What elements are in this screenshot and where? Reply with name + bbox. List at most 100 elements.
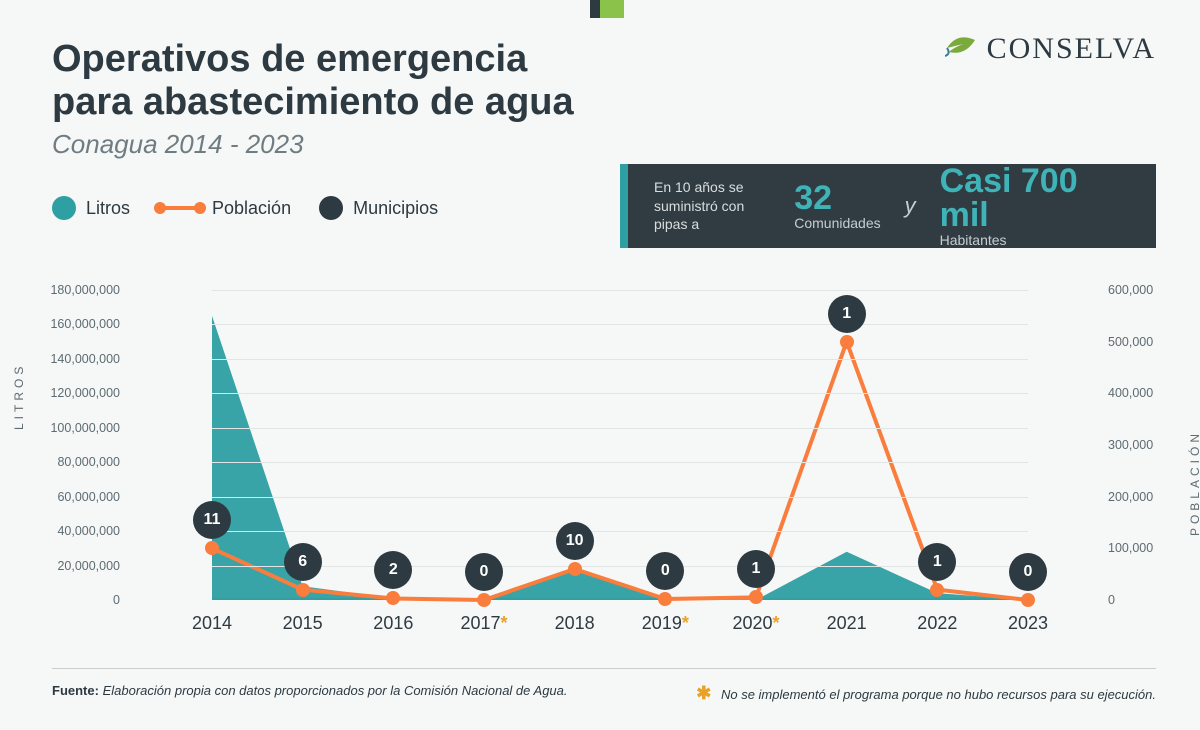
y-right-tick: 300,000 (1108, 438, 1153, 452)
asterisk-icon: * (773, 613, 780, 633)
x-label: 2018 (555, 613, 595, 634)
x-axis: 2014201520162017*20182019*2020*202120222… (212, 606, 1028, 640)
y-left-tick: 40,000,000 (57, 524, 120, 538)
y-right-tick: 400,000 (1108, 386, 1153, 400)
page-subtitle: Conagua 2014 - 2023 (52, 129, 612, 160)
asterisk-icon: ✱ (696, 683, 711, 703)
y-left-tick: 140,000,000 (50, 352, 120, 366)
poblacion-point (840, 335, 854, 349)
accent-green (600, 0, 624, 18)
chart-legend: Litros Población Municipios (52, 196, 438, 220)
poblacion-point (930, 583, 944, 597)
y-left-tick: 20,000,000 (57, 559, 120, 573)
grid-line (212, 428, 1028, 429)
info-lead: En 10 años se suministró con pipas a (654, 178, 770, 235)
info-label-habitants: Habitantes (940, 232, 1130, 248)
top-accent (590, 0, 624, 18)
y-right-tick: 100,000 (1108, 541, 1153, 555)
legend-label-poblacion: Población (212, 198, 291, 219)
leaf-icon (945, 33, 979, 65)
chart-container: 0 20,000,000 40,000,000 60,000,000 80,000,00… (52, 270, 1148, 640)
y-left-tick: 100,000,000 (50, 421, 120, 435)
swatch-municipios (319, 196, 343, 220)
poblacion-point (386, 591, 400, 605)
page-title: Operativos de emergencia para abastecimi… (52, 38, 612, 123)
municipios-badge: 0 (465, 553, 503, 591)
x-label: 2019* (642, 613, 689, 634)
footer-note: ✱ No se implementó el programa porque no… (696, 683, 1156, 704)
poblacion-point (568, 562, 582, 576)
footer: Fuente: Elaboración propia con datos pro… (52, 668, 1156, 704)
poblacion-point (296, 583, 310, 597)
brand-logo: CONSELVA (945, 32, 1156, 66)
grid-line (212, 566, 1028, 567)
y-right-tick: 500,000 (1108, 335, 1153, 349)
grid-line (212, 531, 1028, 532)
title-block: Operativos de emergencia para abastecimi… (52, 38, 612, 160)
grid-line (212, 290, 1028, 291)
legend-item-litros: Litros (52, 196, 130, 220)
y-left-tick: 60,000,000 (57, 490, 120, 504)
footer-note-text: No se implementó el programa porque no h… (721, 687, 1156, 702)
poblacion-point (749, 590, 763, 604)
poblacion-point (658, 592, 672, 606)
swatch-litros (52, 196, 76, 220)
municipios-badge: 0 (646, 552, 684, 590)
y-left-tick: 80,000,000 (57, 455, 120, 469)
info-stat-habitants: Casi 700 mil Habitantes (940, 164, 1130, 248)
info-value-habitants: Casi 700 mil (940, 164, 1130, 232)
x-label: 2017* (460, 613, 507, 634)
swatch-poblacion (158, 206, 202, 210)
poblacion-point (205, 541, 219, 555)
x-label: 2021 (827, 613, 867, 634)
asterisk-icon: * (682, 613, 689, 633)
municipios-badge: 1 (737, 550, 775, 588)
x-label: 2022 (917, 613, 957, 634)
y-axis-left-label: LITROS (12, 363, 26, 430)
grid-line (212, 462, 1028, 463)
y-right-tick: 0 (1108, 593, 1115, 607)
y-left-tick: 120,000,000 (50, 386, 120, 400)
x-label: 2023 (1008, 613, 1048, 634)
municipios-badge: 0 (1009, 553, 1047, 591)
grid-line (212, 324, 1028, 325)
municipios-badge: 10 (556, 522, 594, 560)
x-label: 2016 (373, 613, 413, 634)
source-label: Fuente: (52, 683, 99, 698)
poblacion-point (1021, 593, 1035, 607)
asterisk-icon: * (501, 613, 508, 633)
info-value-communities: 32 (794, 181, 880, 215)
info-label-communities: Comunidades (794, 215, 880, 231)
brand-name: CONSELVA (987, 32, 1156, 66)
legend-label-municipios: Municipios (353, 198, 438, 219)
info-panel: En 10 años se suministró con pipas a 32 … (620, 164, 1156, 248)
municipios-badge: 11 (193, 501, 231, 539)
poblacion-line (212, 290, 1028, 600)
title-line-1: Operativos de emergencia (52, 38, 527, 80)
x-label: 2020* (732, 613, 779, 634)
municipios-badge: 2 (374, 551, 412, 589)
accent-dark (590, 0, 600, 18)
source: Fuente: Elaboración propia con datos pro… (52, 683, 568, 704)
x-label: 2015 (283, 613, 323, 634)
grid-line (212, 497, 1028, 498)
municipios-badge: 1 (918, 543, 956, 581)
y-left-tick: 180,000,000 (50, 283, 120, 297)
info-stat-communities: 32 Comunidades (794, 181, 880, 231)
municipios-badge: 6 (284, 543, 322, 581)
y-left-tick: 0 (113, 593, 120, 607)
legend-item-municipios: Municipios (319, 196, 438, 220)
municipios-badge: 1 (828, 295, 866, 333)
y-right-tick: 200,000 (1108, 490, 1153, 504)
y-left-tick: 160,000,000 (50, 317, 120, 331)
poblacion-point (477, 593, 491, 607)
x-label: 2014 (192, 613, 232, 634)
plot-area: 116201001110 (212, 290, 1028, 600)
info-conjunction: y (905, 193, 916, 219)
legend-item-poblacion: Población (158, 198, 291, 219)
y-right-tick: 600,000 (1108, 283, 1153, 297)
grid-line (212, 393, 1028, 394)
y-axis-right-label: POBLACIÓN (1188, 430, 1200, 536)
legend-label-litros: Litros (86, 198, 130, 219)
grid-line (212, 359, 1028, 360)
